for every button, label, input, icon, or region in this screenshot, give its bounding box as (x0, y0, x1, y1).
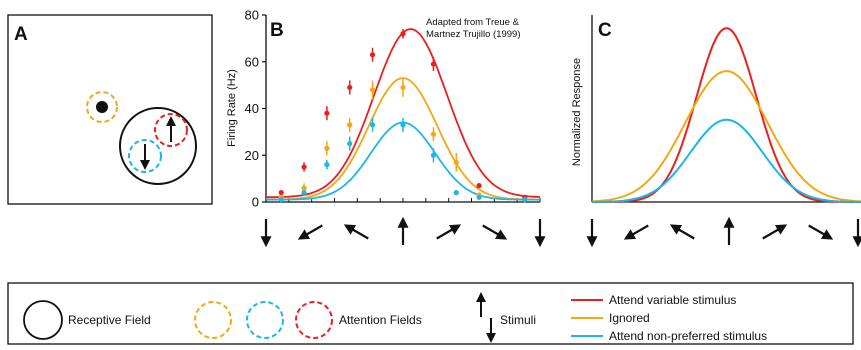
data-point-attend (301, 164, 307, 170)
panel-b-y-axis-label: Firing Rate (Hz) (226, 69, 238, 147)
panel-b: 0 20 40 60 80 B Adapted from Treue & Martnez… (226, 8, 546, 248)
panel-b-direction-icons (260, 216, 546, 248)
panel-b-fit-curves (265, 28, 541, 201)
receptive-field-circle (119, 107, 197, 185)
data-point-attend (278, 190, 284, 196)
panel-c-direction-icons (586, 216, 861, 248)
panel-c-axes (591, 15, 861, 203)
legend-stimuli: Stimuli (500, 313, 536, 327)
panel-b-direction-arrow-icon (297, 224, 323, 240)
data-point-nonpref (522, 197, 528, 203)
legend-receptive-field: Receptive Field (68, 313, 151, 327)
panel-a-label: A (14, 24, 28, 45)
data-point-ignored (369, 87, 376, 93)
data-point-attend (476, 183, 482, 189)
data-point-nonpref (347, 140, 353, 147)
data-point-attend (347, 84, 353, 91)
data-point-nonpref (369, 122, 376, 128)
panel-c-y-axis-label: Normalized Response (571, 58, 583, 166)
legend-series-attend: Attend variable stimulus (609, 293, 736, 307)
data-point-nonpref (400, 122, 406, 128)
panel-b-y-tick-label: 20 (245, 148, 259, 163)
panel-b-y-tick-label: 40 (245, 101, 259, 116)
attention-field-legend-icon-blue (246, 301, 284, 339)
fit-curve-attend (265, 28, 541, 199)
panel-a-frame (7, 14, 213, 205)
fixation-dot (96, 101, 108, 113)
data-point-ignored (347, 122, 353, 128)
panel-b-y-tick-label: 80 (245, 8, 259, 23)
normalized-curve-ignored (591, 70, 861, 203)
data-point-attend (324, 110, 330, 116)
attention-field-ignored (86, 91, 118, 123)
panel-b-direction-arrow-icon (343, 224, 369, 240)
panel-b-direction-arrow-icon (482, 224, 508, 240)
data-point-nonpref (301, 190, 307, 196)
panel-c-direction-arrow-icon (808, 224, 834, 240)
panel-c-direction-arrow-icon (762, 224, 788, 240)
data-point-nonpref (430, 152, 437, 158)
data-point-nonpref (453, 190, 459, 196)
panel-c: C Normalized Response (571, 15, 861, 248)
data-point-ignored (430, 131, 437, 137)
data-point-attend (430, 61, 437, 67)
attention-field-legend-icon-yellow (194, 301, 232, 339)
legend-attention-fields: Attention Fields (339, 313, 422, 327)
panel-c-direction-arrow-icon (623, 224, 649, 240)
attention-field-attend (154, 113, 188, 147)
panel-c-curves (591, 27, 861, 203)
data-point-nonpref (476, 194, 482, 200)
data-point-ignored (400, 84, 406, 91)
normalized-curve-attend (592, 27, 861, 203)
panel-b-axes: 0 20 40 60 80 (245, 8, 541, 210)
legend-frame (7, 282, 854, 345)
panel-c-direction-arrow-icon (669, 224, 695, 240)
data-point-ignored (301, 185, 307, 191)
panel-a: A (7, 14, 213, 205)
panel-b-y-tick-label: 0 (252, 195, 259, 210)
source-note-line2: Martnez Trujillo (1999) (426, 29, 521, 40)
attention-field-legend-icon-red (295, 301, 333, 339)
data-point-ignored (453, 159, 459, 165)
data-point-ignored (324, 145, 330, 151)
legend: Receptive Field Attention Fields Stimuli… (7, 282, 854, 345)
panel-c-label: C (598, 20, 612, 41)
fit-curve-ignored (266, 77, 540, 201)
receptive-field-legend-icon (23, 300, 63, 340)
data-point-nonpref (324, 162, 330, 168)
panel-b-label: B (270, 20, 284, 41)
legend-series-nonpref: Attend non-preferred stimulus (609, 329, 767, 343)
normalized-curve-nonpref (592, 118, 861, 203)
panel-b-direction-arrow-icon (436, 224, 462, 240)
data-point-attend (369, 52, 376, 58)
data-point-attend (400, 31, 406, 37)
panel-b-data-points (278, 29, 528, 203)
legend-series-ignored: Ignored (609, 311, 650, 325)
source-note-line1: Adapted from Treue & (426, 17, 520, 28)
panel-b-y-tick-label: 60 (245, 54, 259, 69)
data-point-nonpref (278, 197, 284, 203)
attention-field-nonpref (128, 139, 162, 173)
